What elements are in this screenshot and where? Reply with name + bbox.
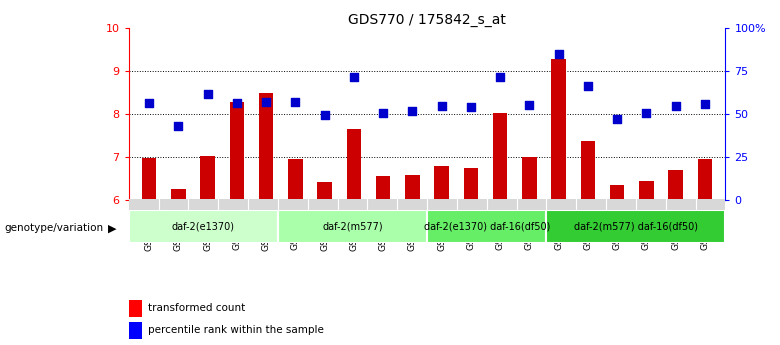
Point: [699, 101, 711, 107]
Bar: [129, 210, 278, 243]
Text: daf-2(m577): daf-2(m577): [322, 222, 383, 232]
Point: [582, 83, 594, 89]
Bar: [278, 210, 427, 243]
Bar: [463, 168, 478, 200]
Point: [435, 103, 448, 108]
Point: [377, 110, 389, 116]
Bar: [142, 158, 157, 200]
Point: [172, 123, 185, 129]
Bar: [610, 185, 625, 200]
Text: daf-2(m577) daf-16(df50): daf-2(m577) daf-16(df50): [574, 222, 698, 232]
Text: ▶: ▶: [108, 224, 116, 233]
Point: [494, 75, 506, 80]
Point: [611, 116, 623, 122]
Bar: [346, 129, 361, 200]
Point: [640, 110, 653, 116]
Bar: [200, 156, 215, 200]
Point: [143, 100, 155, 106]
Bar: [522, 157, 537, 200]
Point: [201, 91, 214, 96]
Point: [318, 112, 331, 118]
Point: [260, 99, 272, 105]
Bar: [288, 159, 303, 200]
Point: [523, 102, 536, 108]
Bar: [405, 175, 420, 200]
Bar: [376, 176, 391, 200]
Point: [465, 104, 477, 109]
Point: [552, 51, 565, 57]
Title: GDS770 / 175842_s_at: GDS770 / 175842_s_at: [348, 12, 506, 27]
Bar: [129, 300, 142, 317]
Bar: [551, 59, 566, 200]
Text: genotype/variation: genotype/variation: [4, 224, 103, 233]
Point: [231, 100, 243, 106]
Point: [406, 108, 419, 114]
Bar: [317, 182, 332, 200]
Bar: [547, 210, 725, 243]
Text: transformed count: transformed count: [148, 303, 246, 313]
Bar: [639, 181, 654, 200]
Bar: [171, 189, 186, 200]
Text: daf-2(e1370): daf-2(e1370): [172, 222, 235, 232]
Bar: [129, 322, 142, 339]
Bar: [434, 166, 449, 200]
Bar: [580, 141, 595, 200]
Text: daf-2(e1370) daf-16(df50): daf-2(e1370) daf-16(df50): [424, 222, 550, 232]
Bar: [427, 210, 547, 243]
Text: percentile rank within the sample: percentile rank within the sample: [148, 325, 324, 335]
Bar: [259, 93, 274, 200]
Bar: [229, 102, 244, 200]
Point: [669, 104, 682, 109]
Bar: [668, 170, 683, 200]
Point: [348, 74, 360, 80]
Bar: [493, 113, 508, 200]
Point: [289, 99, 302, 105]
Bar: [697, 159, 712, 200]
